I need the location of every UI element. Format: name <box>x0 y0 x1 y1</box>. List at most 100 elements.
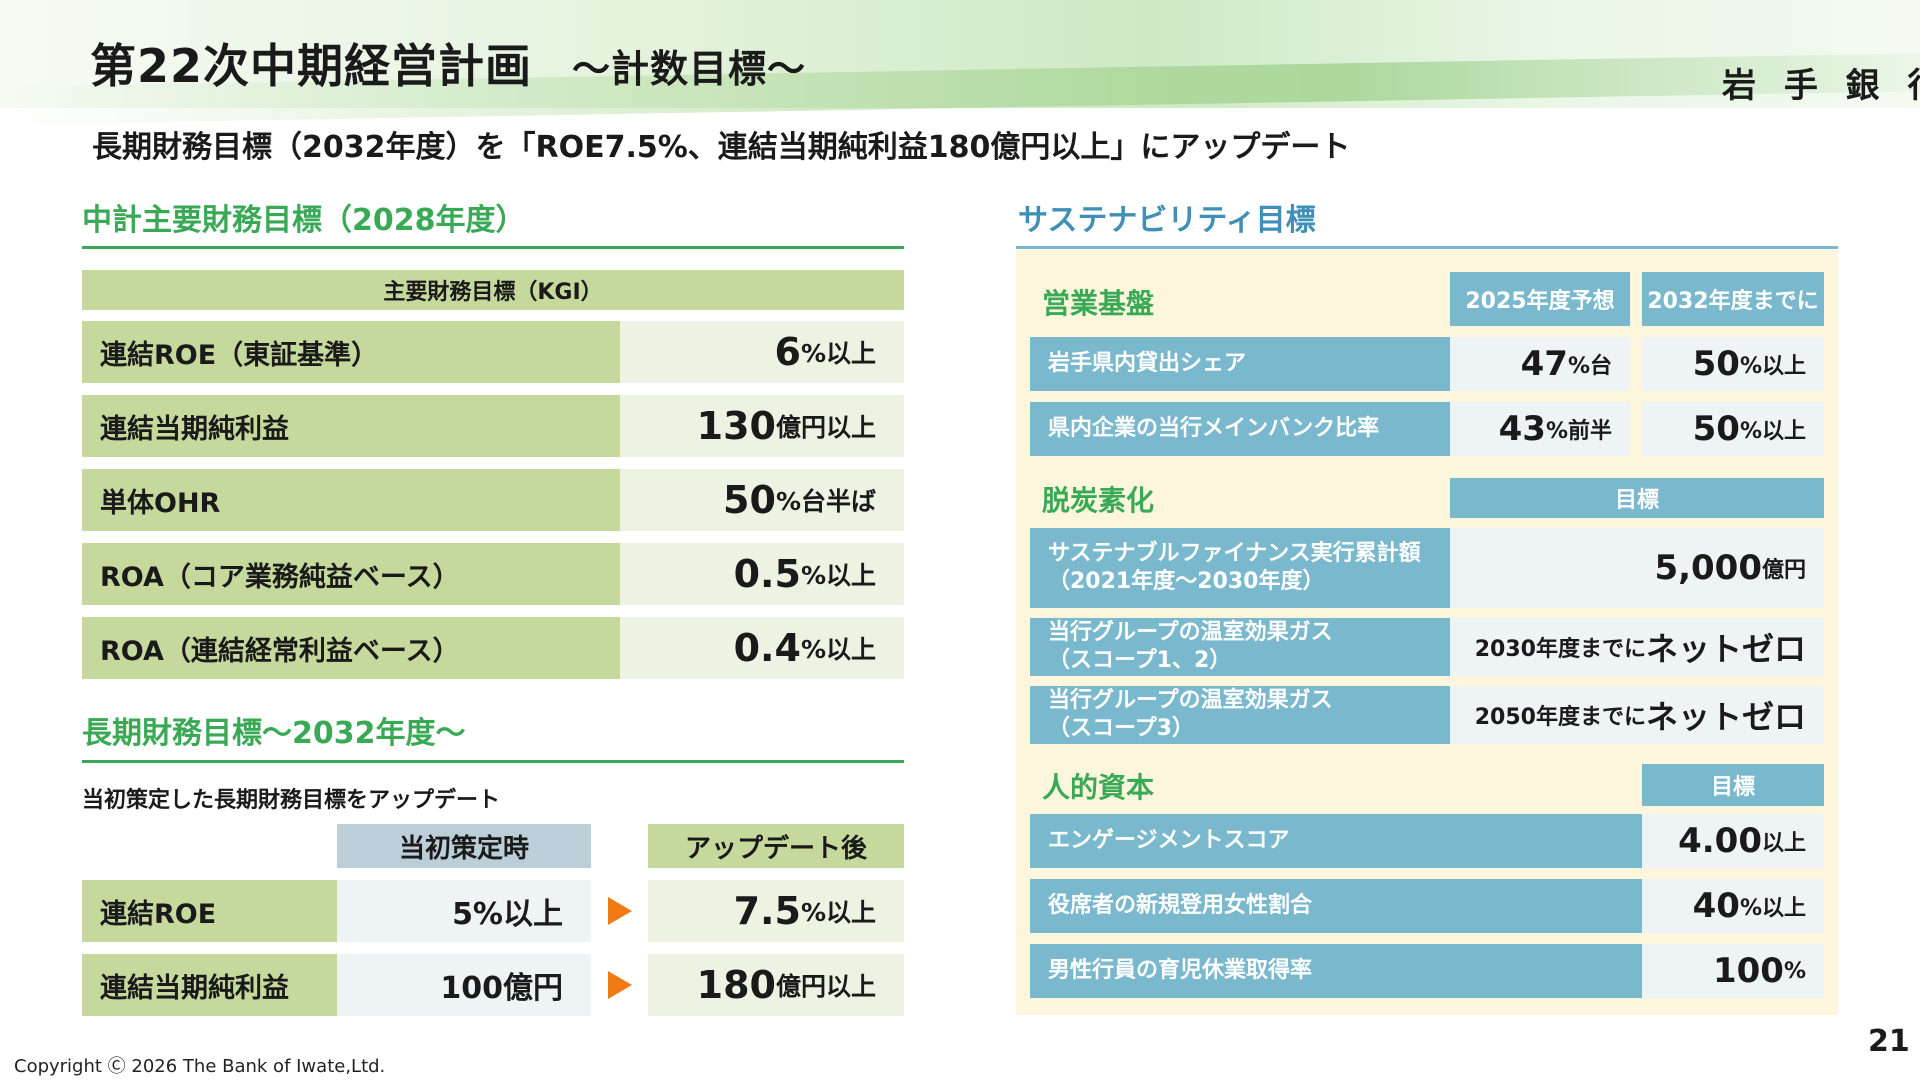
value-number: 100 <box>1712 951 1784 991</box>
kgi-value-unit: %台半ば <box>775 487 876 516</box>
kgi-value-unit: %以上 <box>800 339 876 368</box>
lead-text: 長期財務目標（2032年度）を「ROE7.5%、連結当期純利益180億円以上」に… <box>92 130 1351 165</box>
kgi-value-number: 0.5 <box>733 552 801 596</box>
long-value-unit: 億円以上 <box>775 972 876 1001</box>
kgi-value-number: 50 <box>723 478 776 522</box>
col-header-2032-target: 2032年度までに <box>1642 272 1824 326</box>
long-row-label: 連結ROE <box>82 880 337 942</box>
business-row-value-2032: 50 %以上 <box>1642 337 1824 391</box>
title-main: 第22次中期経営計画 <box>90 39 533 93</box>
sustainability-section-title: サステナビリティ目標 <box>1018 203 1316 238</box>
kgi-section-title: 中計主要財務目標（2028年度） <box>82 203 526 238</box>
kgi-value-number: 0.4 <box>733 626 801 670</box>
label-line1: 当行グループの温室効果ガス <box>1048 688 1333 713</box>
kgi-row-label: 連結当期純利益 <box>82 395 620 457</box>
long-value-number: 7.5 <box>733 889 801 933</box>
value-number: 40 <box>1692 886 1740 926</box>
sustainability-section-rule <box>1016 246 1838 249</box>
arrow-right-icon <box>608 897 632 925</box>
col-header-initial: 当初策定時 <box>337 824 591 868</box>
long-row-updated: 180 億円以上 <box>648 954 904 1016</box>
kgi-section-rule <box>82 246 904 249</box>
value-unit: 以上 <box>1761 831 1806 856</box>
kgi-value-number: 6 <box>774 330 801 374</box>
human-row-value: 100% <box>1642 944 1824 998</box>
col-header-2025-forecast: 2025年度予想 <box>1450 272 1630 326</box>
human-capital-title: 人的資本 <box>1042 771 1155 804</box>
decarb-row-label: 当行グループの温室効果ガス （スコープ3） <box>1030 686 1450 744</box>
label-line1: サステナブルファイナンス実行累計額 <box>1048 541 1421 566</box>
label-line1: 当行グループの温室効果ガス <box>1048 620 1333 645</box>
business-row-label: 岩手県内貸出シェア <box>1030 337 1450 391</box>
kgi-row-value: 6 %以上 <box>620 321 904 383</box>
value-unit: %前半 <box>1545 419 1612 444</box>
kgi-row-label: 単体OHR <box>82 469 620 531</box>
label-line2: （2021年度～2030年度） <box>1048 569 1325 594</box>
value-unit: % <box>1783 958 1806 984</box>
kgi-value-unit: %以上 <box>800 635 876 664</box>
copyright: Copyright Ⓒ 2026 The Bank of Iwate,Ltd. <box>14 1056 386 1077</box>
business-row-value-2025: 47 %台 <box>1450 337 1630 391</box>
value-number: ネットゼロ <box>1645 698 1806 736</box>
long-term-note: 当初策定した長期財務目標をアップデート <box>82 788 501 813</box>
value-number: 5,000 <box>1654 548 1762 588</box>
decarb-row-value: 2050年度までに ネットゼロ <box>1450 686 1824 744</box>
value-number: 4.00 <box>1678 821 1762 861</box>
human-row-label: 男性行員の育児休業取得率 <box>1030 944 1642 998</box>
title-subtitle: ～計数目標～ <box>572 47 807 91</box>
business-row-value-2032: 50 %以上 <box>1642 402 1824 456</box>
decarb-row-value: 5,000 億円 <box>1450 528 1824 608</box>
kgi-row-value: 0.5 %以上 <box>620 543 904 605</box>
value-number: 43 <box>1498 409 1546 449</box>
human-row-value: 4.00 以上 <box>1642 814 1824 868</box>
value-unit: %以上 <box>1739 419 1806 444</box>
value-number: 50 <box>1692 409 1740 449</box>
business-row-value-2025: 43 %前半 <box>1450 402 1630 456</box>
business-row-label: 県内企業の当行メインバンク比率 <box>1030 402 1450 456</box>
kgi-value-number: 130 <box>696 404 776 448</box>
kgi-row-label: ROA（コア業務純益ベース） <box>82 543 620 605</box>
human-row-label: 役席者の新規登用女性割合 <box>1030 879 1642 933</box>
value-unit: 億円 <box>1761 558 1806 583</box>
page-title: 第22次中期経営計画 ～計数目標～ <box>90 30 806 96</box>
value-number: 50 <box>1692 344 1740 384</box>
kgi-row-value: 0.4 %以上 <box>620 617 904 679</box>
human-row-value: 40 %以上 <box>1642 879 1824 933</box>
kgi-value-unit: %以上 <box>800 561 876 590</box>
value-number: 47 <box>1520 344 1568 384</box>
kgi-row-label: 連結ROE（東証基準） <box>82 321 620 383</box>
value-unit: %以上 <box>1739 354 1806 379</box>
business-base-title: 営業基盤 <box>1042 287 1155 320</box>
page-number: 21 <box>1868 1024 1910 1059</box>
value-unit: %台 <box>1567 354 1612 379</box>
decarbonization-title: 脱炭素化 <box>1042 484 1155 517</box>
long-row-initial: 100億円 <box>337 954 591 1016</box>
long-row-label: 連結当期純利益 <box>82 954 337 1016</box>
value-prefix: 2050年度までに <box>1474 705 1646 730</box>
kgi-value-unit: 億円以上 <box>775 413 876 442</box>
label-line2: （スコープ1、2） <box>1048 648 1232 673</box>
human-row-label: エンゲージメントスコア <box>1030 814 1642 868</box>
decarb-row-label: 当行グループの温室効果ガス （スコープ1、2） <box>1030 618 1450 676</box>
label-line2: （スコープ3） <box>1048 716 1194 741</box>
kgi-row-value: 50 %台半ば <box>620 469 904 531</box>
long-term-section-rule <box>82 760 904 763</box>
brand-logo: 岩 手 銀 行 <box>1722 66 1920 106</box>
value-prefix: 2030年度までに <box>1474 637 1646 662</box>
decarb-row-label: サステナブルファイナンス実行累計額 （2021年度～2030年度） <box>1030 528 1450 608</box>
kgi-row-value: 130 億円以上 <box>620 395 904 457</box>
col-header-updated: アップデート後 <box>648 824 904 868</box>
kgi-row-label: ROA（連結経常利益ベース） <box>82 617 620 679</box>
arrow-right-icon <box>608 971 632 999</box>
long-value-number: 180 <box>696 963 776 1007</box>
long-value-unit: %以上 <box>800 898 876 927</box>
decarb-row-value: 2030年度までに ネットゼロ <box>1450 618 1824 676</box>
kgi-table-header: 主要財務目標（KGI） <box>82 270 904 310</box>
col-header-target: 目標 <box>1450 478 1824 518</box>
col-header-target: 目標 <box>1642 764 1824 806</box>
long-row-initial: 5%以上 <box>337 880 591 942</box>
long-row-updated: 7.5 %以上 <box>648 880 904 942</box>
value-unit: %以上 <box>1739 896 1806 921</box>
value-number: ネットゼロ <box>1645 630 1806 668</box>
long-term-section-title: 長期財務目標～2032年度～ <box>82 716 466 751</box>
